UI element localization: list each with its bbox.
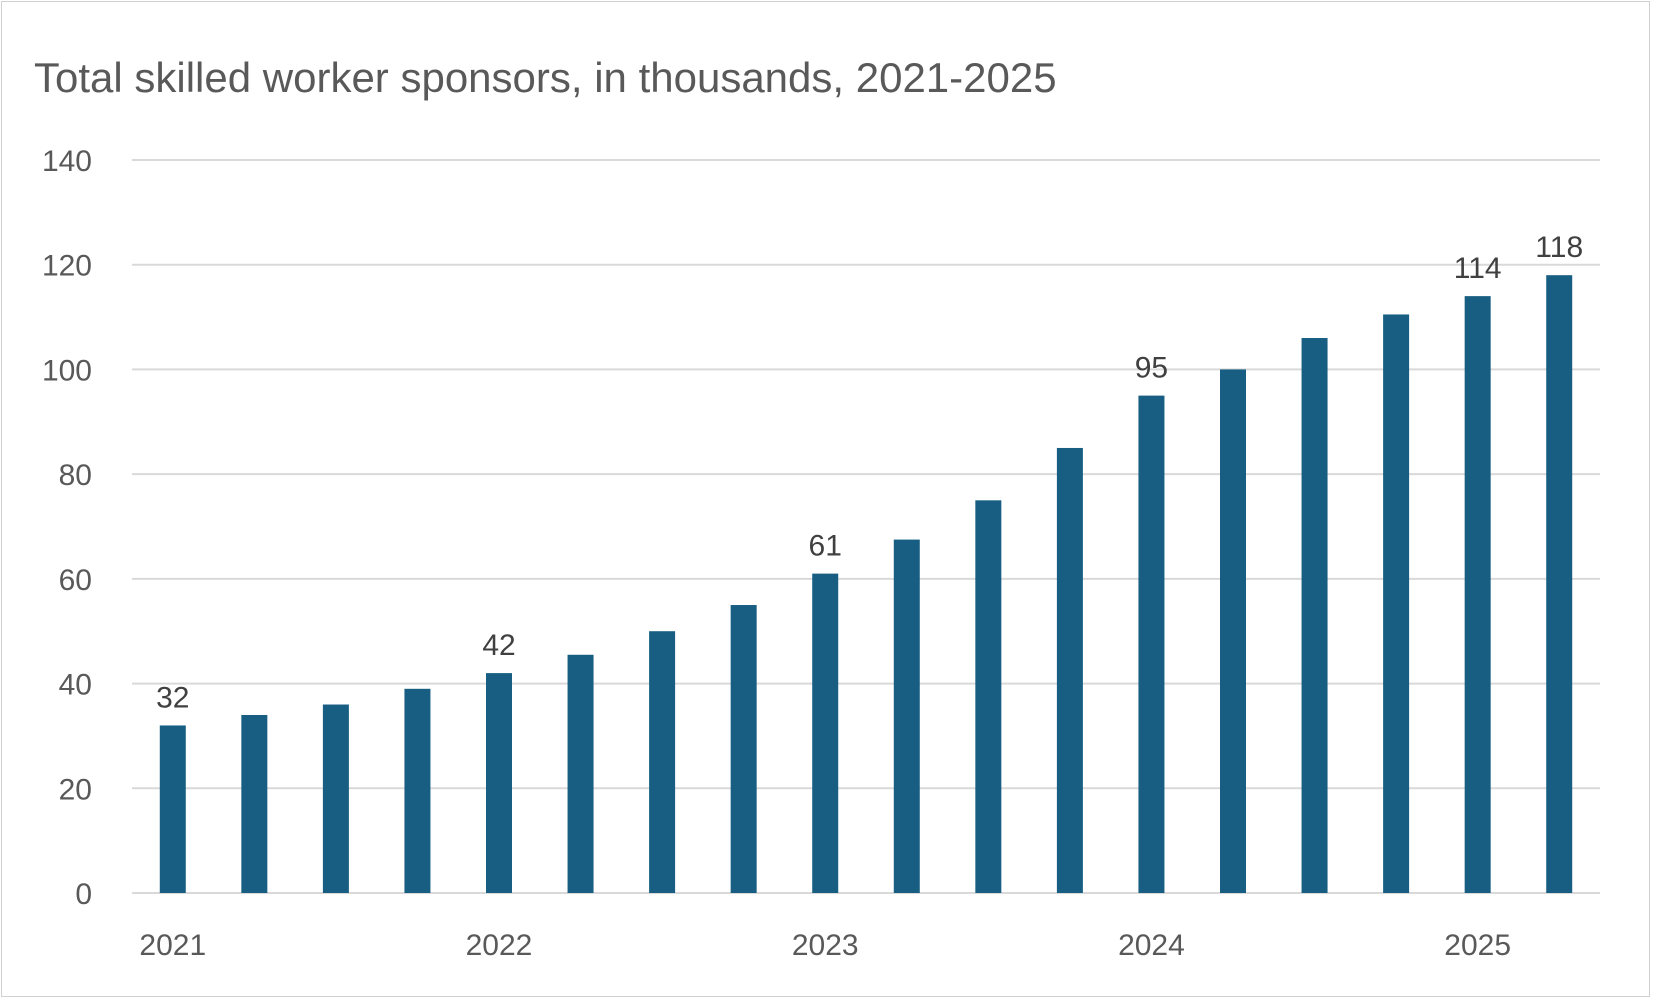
bar bbox=[241, 714, 268, 893]
x-tick-label: 2025 bbox=[1444, 929, 1511, 962]
data-label: 61 bbox=[809, 530, 842, 563]
bar bbox=[649, 631, 676, 893]
x-tick-label: 2021 bbox=[139, 929, 206, 962]
y-tick-label: 80 bbox=[59, 459, 92, 492]
bar bbox=[322, 704, 349, 893]
bar bbox=[1546, 275, 1573, 894]
bar bbox=[486, 673, 512, 893]
y-tick-label: 140 bbox=[42, 145, 92, 178]
bar bbox=[404, 688, 431, 893]
bar bbox=[1220, 369, 1246, 893]
data-label: 42 bbox=[482, 629, 515, 662]
bar bbox=[1056, 447, 1083, 893]
data-label: 95 bbox=[1135, 352, 1168, 385]
data-label: 118 bbox=[1535, 231, 1583, 264]
bar bbox=[1464, 296, 1491, 894]
x-tick-label: 2023 bbox=[792, 929, 859, 962]
bar bbox=[975, 500, 1002, 893]
bar bbox=[567, 654, 594, 893]
x-tick-label: 2022 bbox=[466, 929, 533, 962]
chart-title: Total skilled worker sponsors, in thousa… bbox=[34, 54, 1057, 101]
data-label: 32 bbox=[156, 681, 189, 714]
bar bbox=[159, 725, 186, 893]
bar bbox=[1301, 338, 1328, 893]
bar bbox=[1138, 395, 1165, 893]
y-tick-label: 60 bbox=[59, 564, 92, 597]
y-tick-label: 120 bbox=[42, 250, 92, 283]
y-tick-label: 40 bbox=[59, 669, 92, 702]
data-label: 114 bbox=[1454, 252, 1502, 285]
bar bbox=[893, 539, 920, 893]
y-tick-label: 20 bbox=[59, 773, 92, 806]
bar bbox=[812, 573, 839, 893]
y-tick-label: 100 bbox=[42, 354, 92, 387]
bar bbox=[1383, 314, 1410, 893]
bar bbox=[730, 605, 757, 893]
y-tick-label: 0 bbox=[75, 878, 92, 911]
x-tick-label: 2024 bbox=[1118, 929, 1185, 962]
